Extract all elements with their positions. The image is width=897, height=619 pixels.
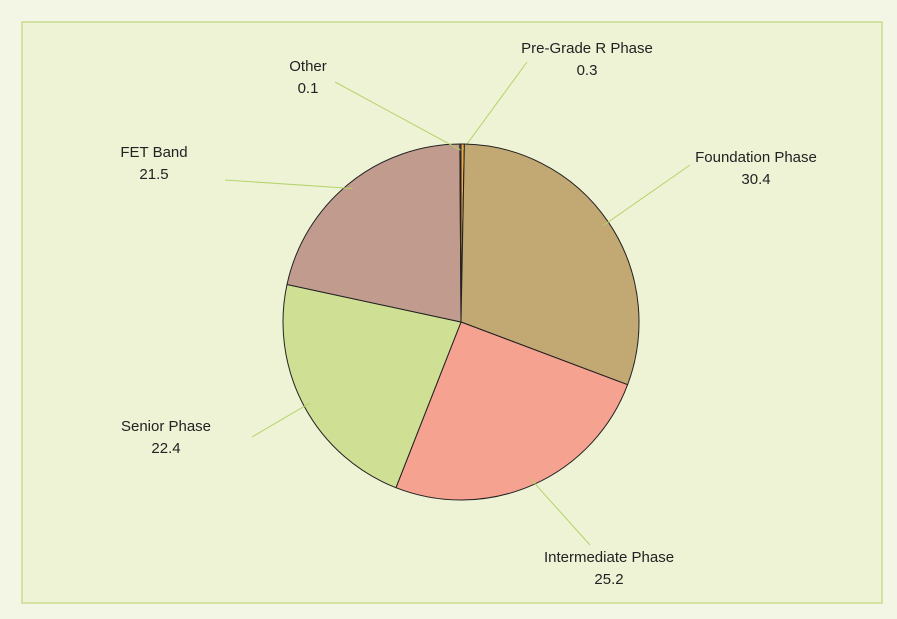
- slice-value: 0.3: [577, 62, 598, 79]
- slice-value: 25.2: [594, 571, 623, 588]
- leader-line: [224, 179, 353, 190]
- slice-value: 22.4: [151, 440, 180, 457]
- pie-slice: [459, 143, 462, 323]
- leader-line: [462, 61, 528, 151]
- leader-line: [251, 402, 310, 438]
- slice-label: Other: [289, 58, 327, 75]
- leader-line: [334, 81, 461, 151]
- slice-value: 30.4: [741, 171, 770, 188]
- slice-value: 0.1: [298, 80, 319, 97]
- pie-slice: [395, 321, 629, 501]
- slice-label: FET Band: [120, 144, 187, 161]
- slice-label: Senior Phase: [121, 418, 211, 435]
- slice-label: Foundation Phase: [695, 149, 817, 166]
- slice-label: Intermediate Phase: [544, 549, 674, 566]
- pie-slice: [286, 143, 462, 323]
- leader-line: [530, 478, 591, 546]
- slice-label: Pre-Grade R Phase: [521, 40, 653, 57]
- slice-value: 21.5: [139, 166, 168, 183]
- leader-line: [603, 164, 691, 226]
